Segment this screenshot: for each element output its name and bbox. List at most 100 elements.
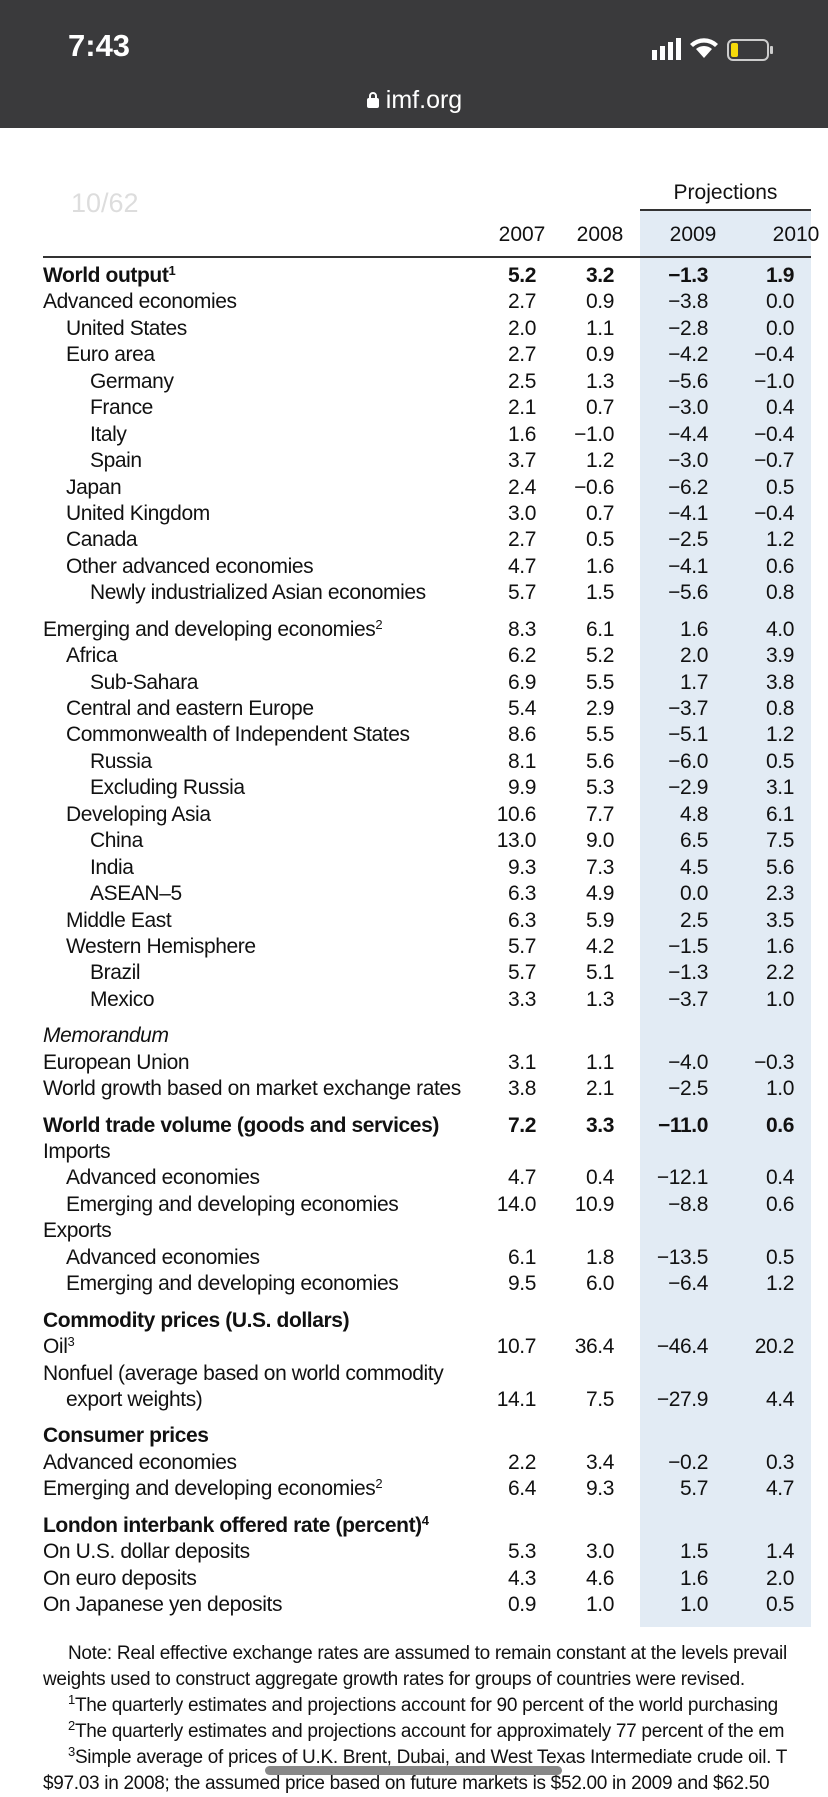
cell-value: 1.6 bbox=[766, 934, 794, 958]
cell-value: −8.8 bbox=[668, 1192, 708, 1216]
table-row: Germany 2.5 1.3 −5.6 −1.0 bbox=[0, 369, 828, 395]
cell-value: −5.6 bbox=[668, 369, 708, 393]
table-row: United Kingdom 3.0 0.7 −4.1 −0.4 bbox=[0, 501, 828, 527]
row-label: China bbox=[90, 828, 143, 854]
row-label: Other advanced economies bbox=[66, 554, 314, 580]
row-label-text: Nonfuel (average based on world commodit… bbox=[43, 1361, 444, 1385]
row-label-text: European Union bbox=[43, 1050, 190, 1074]
row-label: India bbox=[90, 855, 134, 881]
cell-value: 1.0 bbox=[586, 1593, 614, 1616]
cell-value: 0.8 bbox=[766, 697, 794, 720]
note-text: weights used to construct aggregate grow… bbox=[43, 1669, 745, 1690]
cell-value: 1.0 bbox=[766, 987, 794, 1011]
lock-icon bbox=[366, 92, 379, 108]
cell-value: 4.0 bbox=[766, 617, 794, 641]
cell-value: 0.7 bbox=[586, 501, 614, 525]
cell-value: 5.4 bbox=[508, 697, 536, 720]
cell-value: −11.0 bbox=[658, 1113, 708, 1137]
footnote-ref: 4 bbox=[421, 1512, 429, 1528]
table-row: Advanced economies 6.1 1.8 −13.5 0.5 bbox=[0, 1245, 828, 1271]
note-line: 2The quarterly estimates and projections… bbox=[0, 1719, 828, 1745]
cell-value: 5.2 bbox=[586, 644, 614, 668]
cell-value: 2.0 bbox=[508, 316, 536, 340]
row-label: Sub-Sahara bbox=[90, 670, 198, 696]
cell-value: 4.4 bbox=[766, 1387, 794, 1411]
row-label: Emerging and developing economies2 bbox=[43, 617, 383, 643]
notes: Note: Real effective exchange rates are … bbox=[0, 1641, 828, 1797]
row-label: ASEAN–5 bbox=[90, 881, 182, 907]
cell-value: −1.5 bbox=[668, 934, 708, 958]
cell-value: 3.8 bbox=[508, 1077, 536, 1101]
cell-value: 1.5 bbox=[680, 1540, 708, 1564]
table-section: World output1 5.2 3.2 −1.3 1.9 Advanced econo… bbox=[0, 263, 828, 607]
row-label-text: World growth based on market exchange ra… bbox=[43, 1077, 461, 1101]
cell-value: 4.7 bbox=[766, 1477, 794, 1501]
cell-value: 13.0 bbox=[496, 829, 537, 853]
row-label-text: Emerging and developing economies bbox=[66, 1272, 399, 1296]
row-label-text: Italy bbox=[90, 422, 127, 446]
cell-value: 2.7 bbox=[508, 528, 536, 552]
cell-value: 6.5 bbox=[680, 829, 708, 853]
cell-value: 5.7 bbox=[508, 961, 536, 985]
cell-value: 1.0 bbox=[680, 1593, 708, 1616]
row-label-text: Advanced economies bbox=[66, 1245, 260, 1269]
cell-value: 14.0 bbox=[496, 1192, 537, 1216]
cell-value: 0.3 bbox=[766, 1450, 794, 1474]
row-label-text: Central and eastern Europe bbox=[66, 697, 314, 720]
row-label-text: Emerging and developing economies bbox=[43, 1477, 376, 1501]
cell-value: 6.0 bbox=[586, 1272, 614, 1296]
signal-icon bbox=[652, 38, 681, 60]
note-line: 1The quarterly estimates and projections… bbox=[0, 1693, 828, 1719]
table-row: export weights) 14.1 7.5 −27.9 4.4 bbox=[0, 1387, 828, 1413]
row-label-text: Advanced economies bbox=[43, 290, 237, 314]
row-label: Commonwealth of Independent States bbox=[66, 722, 410, 748]
row-label-text: Sub-Sahara bbox=[90, 670, 199, 694]
cell-value: 6.1 bbox=[766, 802, 794, 826]
row-label-text: Western Hemisphere bbox=[66, 934, 256, 958]
row-label: Africa bbox=[66, 643, 118, 669]
row-label-text: Memorandum bbox=[43, 1024, 169, 1048]
row-label-text: On U.S. dollar deposits bbox=[43, 1540, 250, 1564]
row-label: World growth based on market exchange ra… bbox=[43, 1076, 461, 1102]
url-bar[interactable]: imf.org bbox=[0, 86, 828, 115]
table-row: London interbank offered rate (percent)4 bbox=[0, 1513, 828, 1539]
cell-value: 0.9 bbox=[586, 290, 614, 314]
table-row: Emerging and developing economies 9.5 6.0 −… bbox=[0, 1271, 828, 1297]
cell-value: 1.3 bbox=[586, 369, 614, 393]
cell-value: 7.2 bbox=[508, 1113, 536, 1137]
row-label: Consumer prices bbox=[43, 1423, 209, 1449]
row-label: Western Hemisphere bbox=[66, 934, 256, 960]
cell-value: −1.3 bbox=[668, 961, 708, 985]
cell-value: 1.2 bbox=[766, 1272, 794, 1296]
projections-label: Projections bbox=[673, 181, 778, 204]
cell-value: 6.2 bbox=[508, 644, 536, 668]
table-row: Brazil 5.7 5.1 −1.3 2.2 bbox=[0, 960, 828, 986]
table-row: Canada 2.7 0.5 −2.5 1.2 bbox=[0, 527, 828, 553]
row-label: On euro deposits bbox=[43, 1566, 197, 1592]
row-label: Emerging and developing economies2 bbox=[43, 1476, 383, 1502]
cell-value: 5.7 bbox=[680, 1477, 708, 1501]
note-text: Note: Real effective exchange rates are … bbox=[68, 1643, 787, 1664]
cell-value: −3.0 bbox=[668, 396, 708, 420]
cell-value: 3.1 bbox=[508, 1050, 536, 1074]
row-label: World output1 bbox=[43, 263, 176, 289]
cell-value: −0.4 bbox=[754, 501, 794, 525]
row-label-text: Developing Asia bbox=[66, 802, 211, 826]
row-label: France bbox=[90, 395, 153, 421]
year-header: 2008 bbox=[576, 223, 624, 246]
note-line: Note: Real effective exchange rates are … bbox=[0, 1641, 828, 1667]
table-row: Euro area 2.7 0.9 −4.2 −0.4 bbox=[0, 342, 828, 368]
cell-value: 2.1 bbox=[586, 1077, 614, 1101]
cell-value: −3.0 bbox=[668, 449, 708, 473]
table-row: Commonwealth of Independent States 8.6 5.5… bbox=[0, 722, 828, 748]
table-row: China 13.0 9.0 6.5 7.5 bbox=[0, 828, 828, 854]
table-row: Western Hemisphere 5.7 4.2 −1.5 1.6 bbox=[0, 934, 828, 960]
cell-value: 3.0 bbox=[508, 501, 536, 525]
cell-value: 0.7 bbox=[586, 396, 614, 420]
cell-value: −0.6 bbox=[574, 475, 614, 499]
row-label-text: Brazil bbox=[90, 961, 141, 985]
cell-value: 3.7 bbox=[508, 449, 536, 473]
row-label-text: On euro deposits bbox=[43, 1566, 197, 1590]
table-row: Advanced economies 4.7 0.4 −12.1 0.4 bbox=[0, 1165, 828, 1191]
year-header: 2010 bbox=[772, 223, 820, 246]
